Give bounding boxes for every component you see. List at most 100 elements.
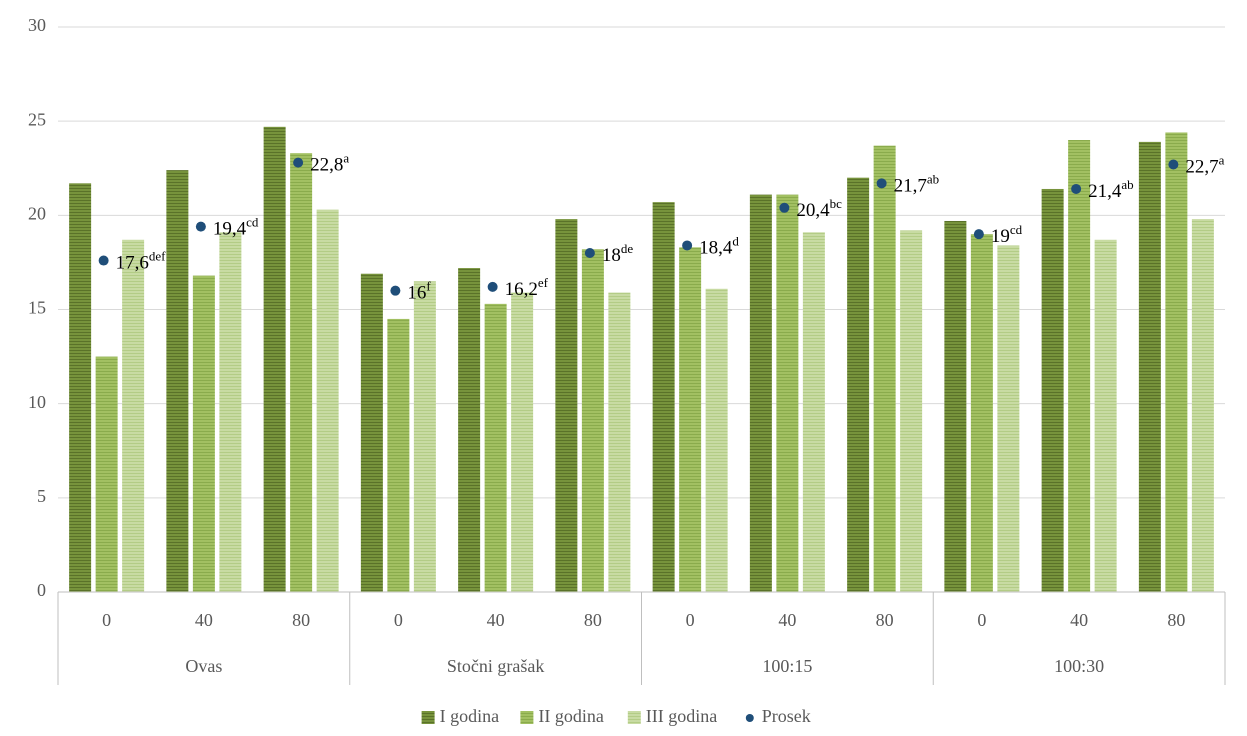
significance-letters: ab: [1121, 177, 1133, 192]
average-dot: [584, 248, 595, 258]
average-dot: [973, 229, 984, 240]
average-dot: [195, 221, 206, 232]
bar: [166, 170, 189, 592]
y-tick-label: 20: [28, 203, 46, 223]
bar: [802, 232, 825, 593]
average-dot: [1168, 159, 1179, 170]
bar: [873, 145, 896, 592]
bar: [1165, 132, 1188, 592]
value-label: 21,7ab: [894, 171, 940, 196]
significance-letters: d: [732, 233, 739, 248]
value-text: 20,4: [796, 200, 830, 221]
group-label: Ovas: [185, 656, 222, 676]
bar: [1068, 140, 1091, 592]
x-tick-label: 40: [195, 610, 213, 630]
y-tick-label: 25: [28, 109, 46, 129]
bar: [387, 318, 410, 592]
legend-label: I godina: [440, 706, 499, 726]
value-label: 18,4d: [699, 233, 739, 258]
bar: [749, 194, 772, 592]
average-dot: [779, 202, 790, 213]
significance-letters: cd: [246, 215, 259, 230]
bar: [192, 275, 215, 592]
x-tick-label: 0: [977, 610, 986, 630]
y-tick-label: 30: [28, 15, 46, 35]
bar: [1094, 239, 1117, 593]
x-tick-label: 40: [487, 610, 505, 630]
value-label: 17,6def: [116, 249, 167, 274]
legend-label: III godina: [646, 706, 717, 726]
significance-letters: a: [343, 151, 349, 166]
average-dot: [1071, 183, 1082, 194]
value-label: 21,4ab: [1088, 177, 1134, 202]
y-tick-label: 10: [28, 392, 46, 412]
legend-label: II godina: [538, 706, 603, 726]
significance-letters: def: [149, 249, 166, 264]
significance-letters: f: [426, 279, 431, 294]
value-text: 19,4: [213, 219, 247, 240]
average-dot: [682, 240, 693, 251]
value-text: 16: [407, 283, 426, 304]
significance-letters: a: [1219, 152, 1225, 167]
y-tick-label: 15: [28, 298, 46, 318]
x-tick-label: 0: [394, 610, 403, 630]
bar: [69, 183, 92, 593]
legend-label: Prosek: [762, 706, 811, 726]
group-label: 100:30: [1054, 656, 1104, 676]
significance-letters: ab: [927, 171, 939, 186]
bar: [122, 239, 145, 593]
bar: [458, 268, 481, 592]
bar: [1041, 188, 1064, 592]
x-tick-label: 80: [292, 610, 310, 630]
bar: [900, 230, 923, 592]
value-label: 19cd: [991, 222, 1023, 247]
y-tick-label: 5: [37, 486, 46, 506]
bar: [847, 177, 870, 592]
bar: [705, 288, 728, 592]
bar: [219, 232, 242, 593]
bar: [1191, 219, 1214, 592]
group-label: Stočni grašak: [447, 656, 544, 676]
value-text: 21,4: [1088, 181, 1122, 202]
legend-swatch: [421, 711, 435, 724]
legend-marker: [745, 714, 754, 722]
value-text: 19: [991, 227, 1010, 248]
y-tick-label: 0: [37, 580, 46, 600]
legend-swatch: [520, 711, 534, 724]
value-label: 20,4bc: [796, 196, 842, 221]
bar: [944, 220, 967, 592]
bar: [511, 292, 534, 592]
significance-letters: bc: [830, 196, 843, 211]
value-text: 18,4: [699, 238, 733, 259]
bar: [263, 126, 286, 593]
bar: [316, 209, 339, 592]
average-dot: [876, 178, 887, 189]
value-text: 18: [602, 245, 621, 266]
value-text: 16,2: [505, 279, 538, 300]
bar: [555, 219, 578, 592]
x-tick-label: 80: [584, 610, 602, 630]
value-label: 22,8a: [310, 151, 349, 176]
bar: [360, 273, 383, 592]
value-label: 22,7a: [1185, 152, 1224, 177]
bar: [608, 292, 631, 592]
bar: [1138, 141, 1161, 592]
average-dot: [487, 281, 498, 292]
x-tick-label: 80: [1167, 610, 1185, 630]
average-dot: [390, 285, 401, 296]
bar: [679, 247, 702, 592]
bar: [776, 194, 799, 592]
x-tick-label: 40: [1070, 610, 1088, 630]
x-tick-label: 0: [102, 610, 111, 630]
bar: [581, 249, 604, 592]
value-text: 21,7: [894, 176, 927, 197]
significance-letters: ef: [538, 275, 549, 290]
value-label: 19,4cd: [213, 215, 259, 240]
group-label: 100:15: [762, 656, 812, 676]
bar: [997, 245, 1020, 592]
bar: [652, 202, 675, 592]
x-tick-label: 40: [778, 610, 796, 630]
bar: [970, 234, 993, 592]
significance-letters: de: [621, 241, 634, 256]
